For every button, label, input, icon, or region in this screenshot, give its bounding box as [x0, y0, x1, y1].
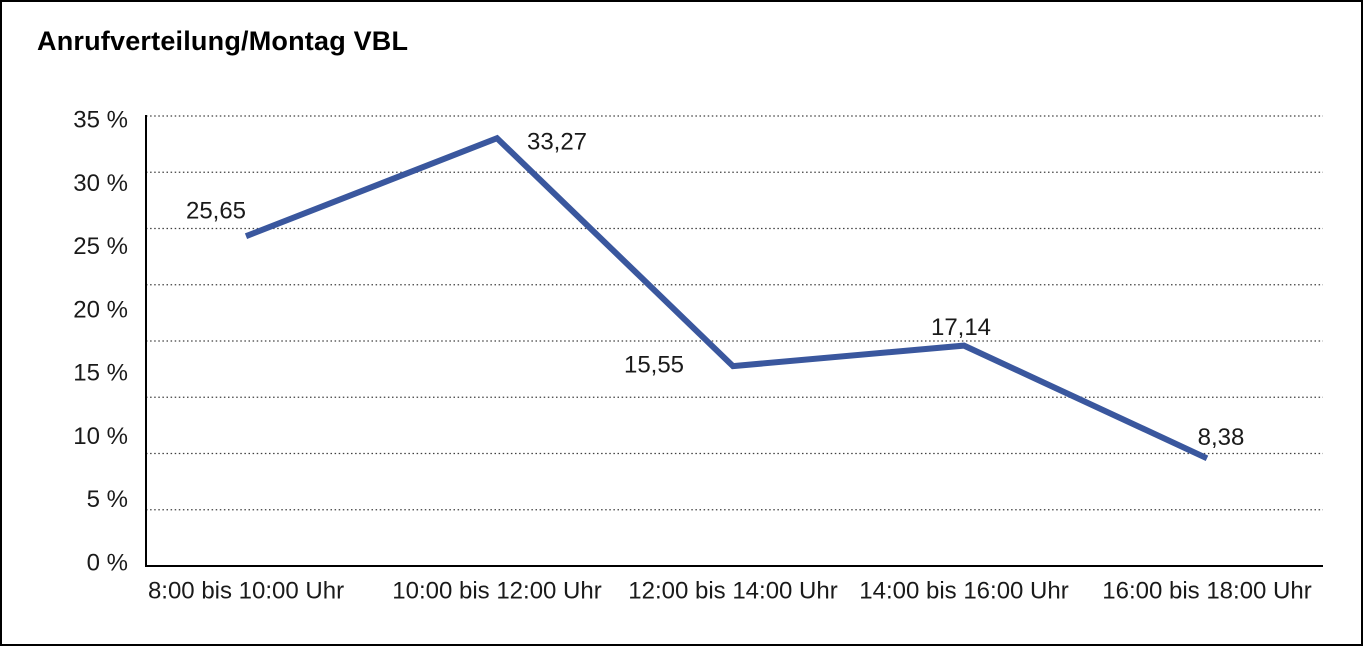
y-tick-label: 15 % — [73, 360, 128, 387]
y-tick-label: 5 % — [87, 486, 128, 513]
data-label: 15,55 — [624, 352, 684, 379]
x-tick-label: 10:00 bis 12:00 Uhr — [392, 578, 601, 605]
chart-title: Anrufverteilung/Montag VBL — [37, 26, 409, 56]
x-tick-label: 12:00 bis 14:00 Uhr — [628, 578, 837, 605]
y-tick-label: 10 % — [73, 423, 128, 450]
x-tick-label: 16:00 bis 18:00 Uhr — [1102, 578, 1311, 605]
x-tick-label: 8:00 bis 10:00 Uhr — [148, 578, 344, 605]
y-tick-label: 25 % — [73, 233, 128, 260]
x-tick-label: 14:00 bis 16:00 Uhr — [859, 578, 1068, 605]
data-label: 8,38 — [1198, 424, 1245, 451]
y-tick-label: 20 % — [73, 296, 128, 323]
data-label: 33,27 — [527, 129, 587, 156]
series-line — [244, 134, 1209, 462]
data-label: 17,14 — [931, 314, 991, 341]
y-tick-label: 30 % — [73, 170, 128, 197]
y-tick-label: 0 % — [87, 550, 128, 577]
data-label: 25,65 — [186, 198, 246, 225]
y-tick-label: 35 % — [73, 107, 128, 134]
